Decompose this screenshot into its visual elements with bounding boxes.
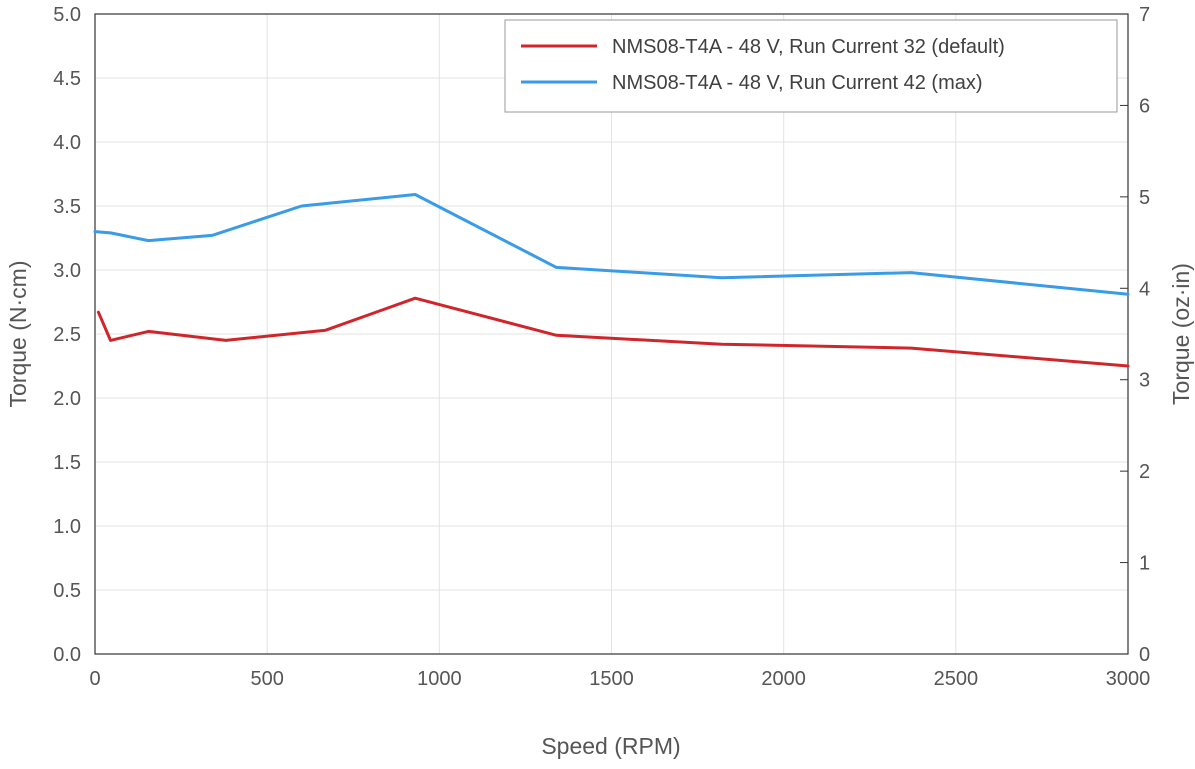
y-tick-label: 3.5 [53, 196, 81, 218]
y-tick-label: 0.5 [53, 580, 81, 602]
y-tick-label: 3.0 [53, 260, 81, 282]
y-tick-label: 5.0 [53, 4, 81, 26]
series-lines [93, 193, 1130, 368]
x-tick-label: 2000 [761, 668, 806, 690]
legend: NMS08-T4A - 48 V, Run Current 32 (defaul… [504, 19, 1118, 113]
x-tick-label: 500 [250, 668, 283, 690]
legend-label-max: NMS08-T4A - 48 V, Run Current 42 (max) [612, 72, 983, 94]
x-tick-label: 3000 [1106, 668, 1151, 690]
y-tick-label: 2.5 [53, 324, 81, 346]
y2-tick-label: 2 [1139, 461, 1150, 483]
legend-label-default: NMS08-T4A - 48 V, Run Current 32 (defaul… [612, 36, 1005, 58]
y2-axis-title: Torque (oz·in) [1168, 263, 1194, 405]
plot-frame [94, 13, 1129, 655]
x-tick-label: 1000 [417, 668, 462, 690]
y2-tick-label: 5 [1139, 187, 1150, 209]
y-tick-label: 4.0 [53, 132, 81, 154]
y-axis-ticks: 0.0 0.5 1.0 1.5 2.0 2.5 3.0 3.5 4.0 4.5 5.0 [53, 4, 81, 666]
y2-tick-label: 6 [1139, 95, 1150, 117]
y-tick-label: 2.0 [53, 388, 81, 410]
y-tick-label: 0.0 [53, 644, 81, 666]
y2-tick-label: 3 [1139, 370, 1150, 392]
y2-tick-label: 7 [1139, 4, 1150, 26]
y2-tick-label: 0 [1139, 644, 1150, 666]
x-tick-label: 2500 [934, 668, 979, 690]
y2-tick-label: 1 [1139, 553, 1150, 575]
y-tick-label: 1.5 [53, 452, 81, 474]
series-line-max [93, 193, 1130, 296]
x-tick-label: 1500 [589, 668, 634, 690]
x-tick-label: 0 [89, 668, 100, 690]
x-axis-title: Speed (RPM) [541, 733, 680, 759]
y-tick-label: 4.5 [53, 68, 81, 90]
legend-box [504, 19, 1118, 113]
y-tick-label: 1.0 [53, 516, 81, 538]
y2-axis-ticks: 0 1 2 3 4 5 6 7 [1120, 4, 1150, 666]
y-axis-title: Torque (N·cm) [5, 261, 31, 408]
series-line-default [96, 296, 1130, 368]
x-axis-ticks: 0 500 1000 1500 2000 2500 3000 [89, 668, 1150, 690]
y2-tick-label: 4 [1139, 278, 1150, 300]
